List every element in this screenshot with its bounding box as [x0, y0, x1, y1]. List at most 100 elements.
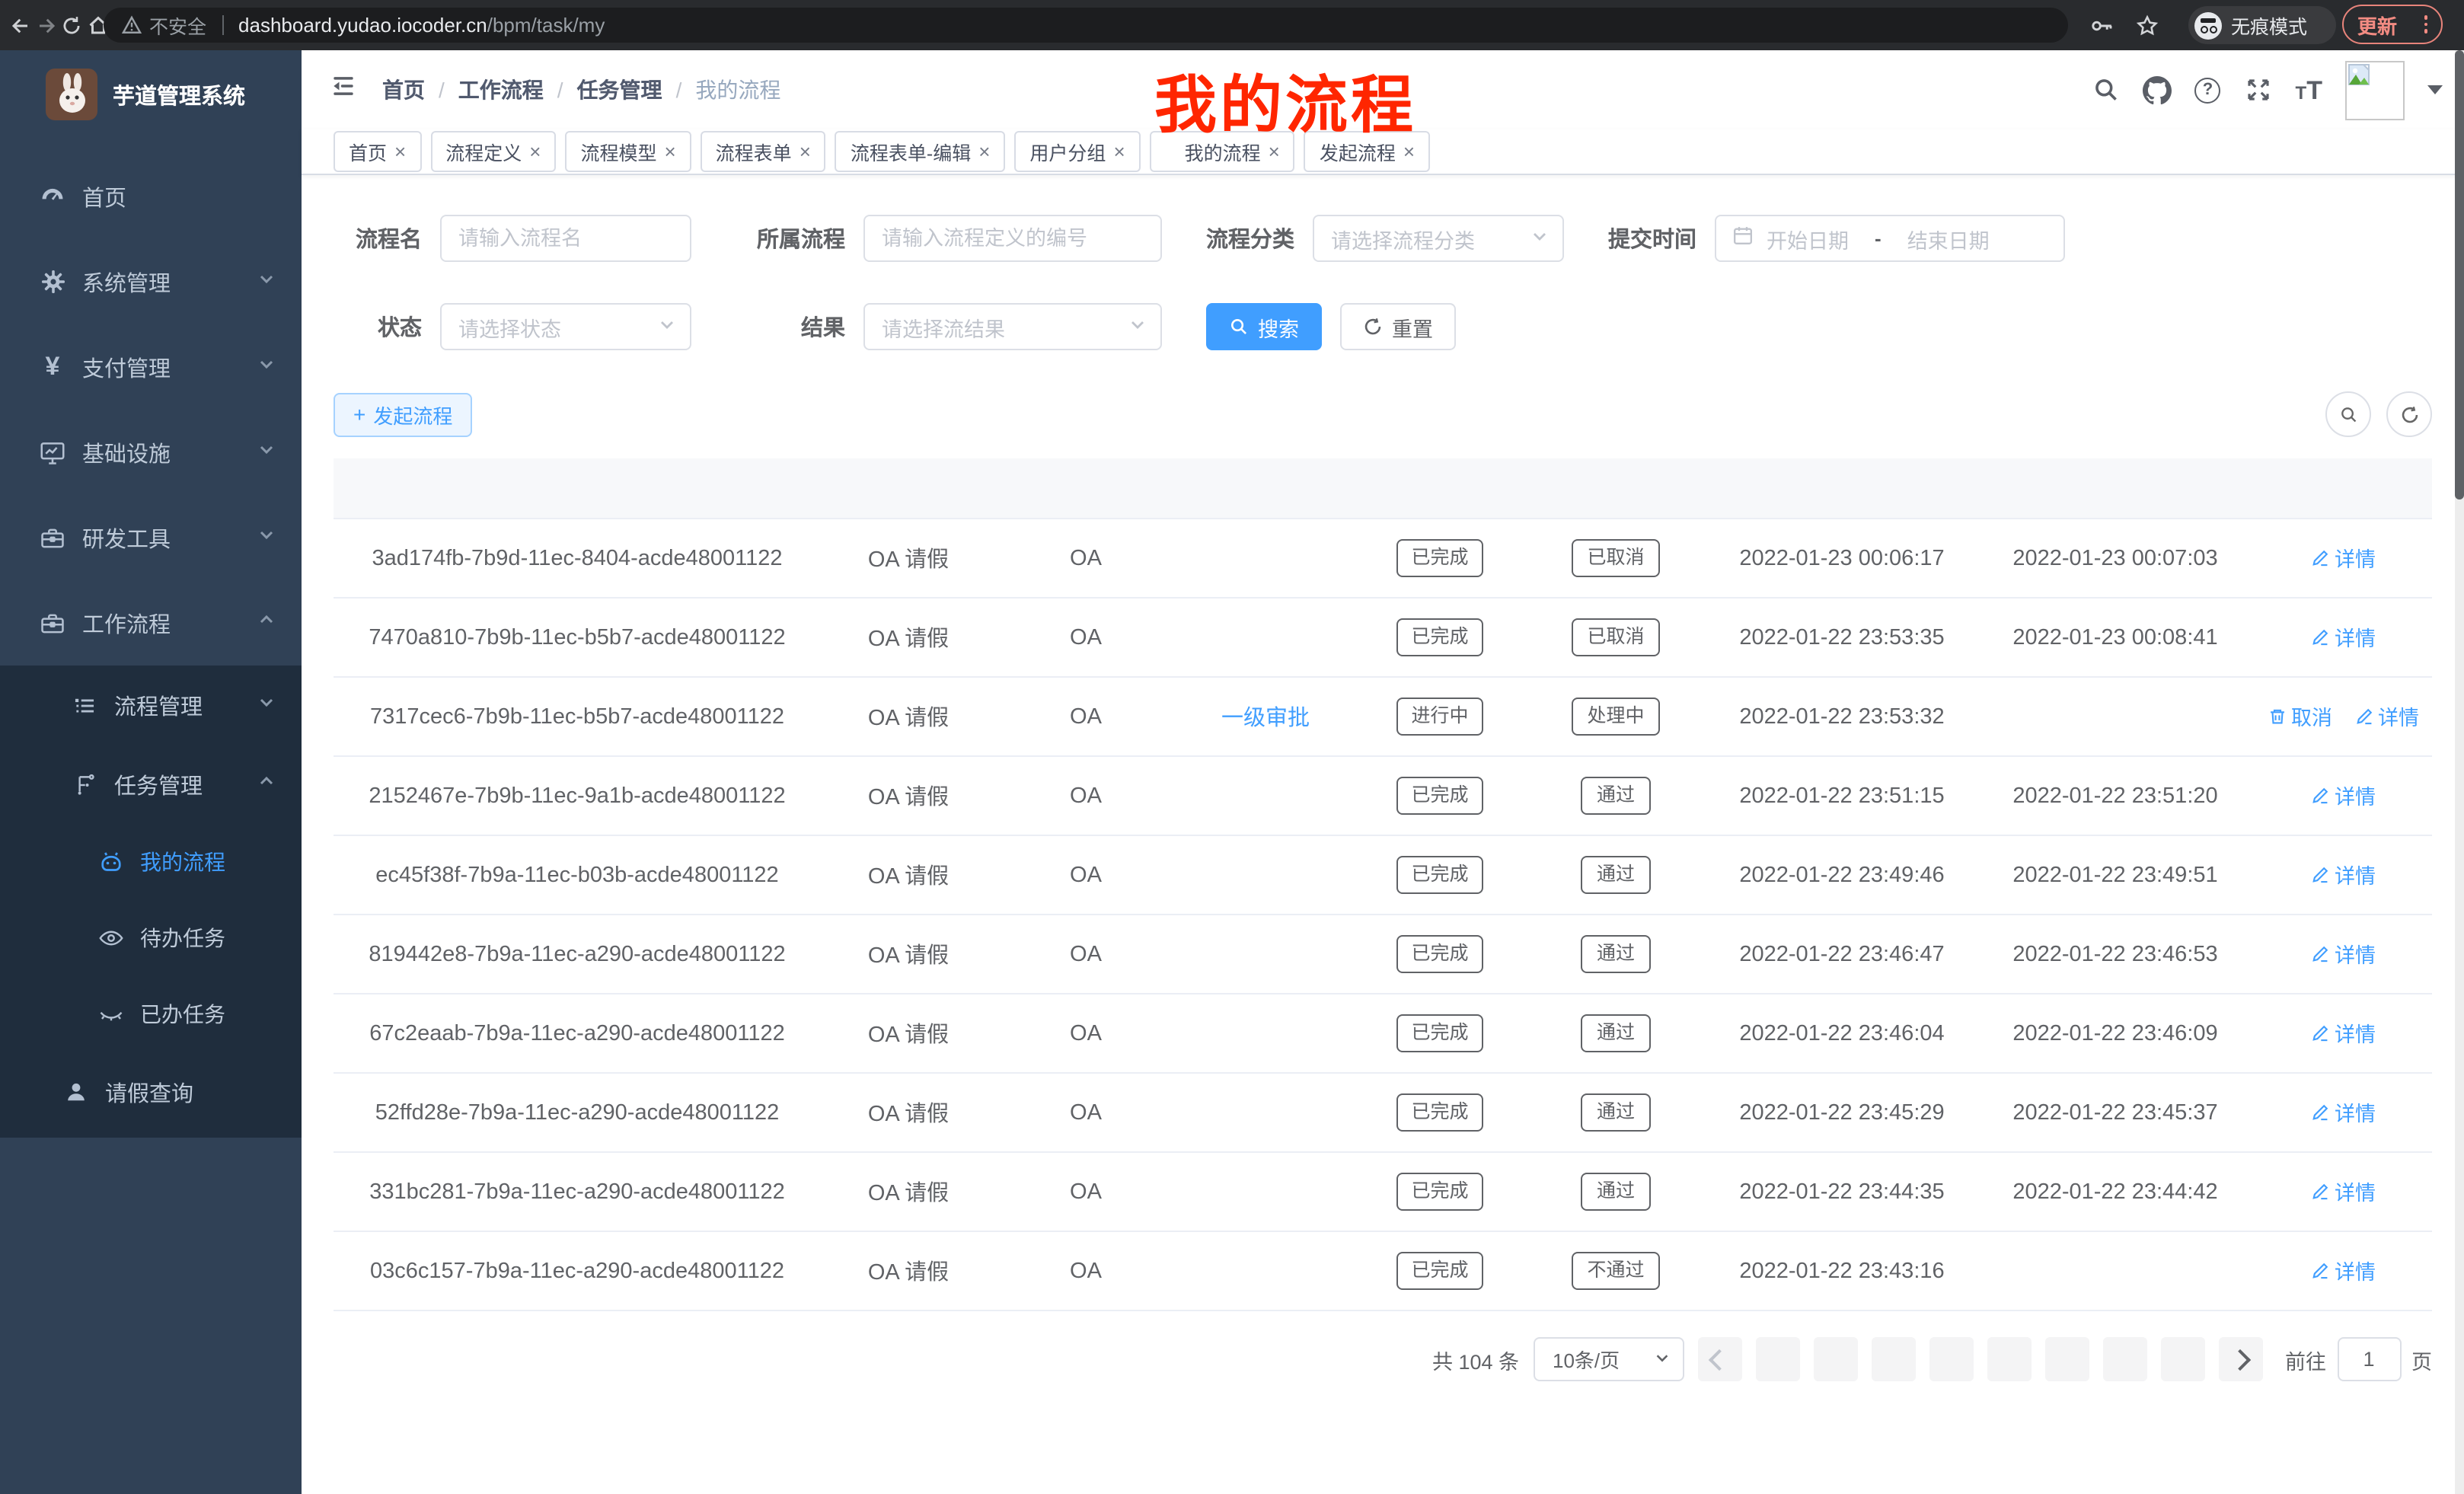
sidebar-item-workflow[interactable]: 工作流程 [0, 580, 302, 666]
tab[interactable]: 流程定义 × [430, 131, 557, 172]
next-page-button[interactable] [2218, 1337, 2262, 1381]
browser-reload-icon[interactable] [61, 14, 82, 36]
page-number-button[interactable] [1929, 1337, 1973, 1381]
edit-icon [2310, 944, 2330, 964]
browser-menu-icon[interactable] [2424, 15, 2427, 34]
toggle-search-button[interactable] [2325, 391, 2371, 437]
security-warning[interactable]: 不安全 [122, 11, 206, 40]
cell-process-name: OA 请假 [821, 598, 996, 678]
close-icon[interactable]: × [1268, 140, 1280, 163]
tab[interactable]: 发起流程 × [1304, 131, 1431, 172]
close-icon[interactable]: × [799, 140, 811, 163]
password-key-icon[interactable] [2089, 13, 2114, 37]
tab[interactable]: 流程表单-编辑 × [835, 131, 1006, 172]
tab[interactable]: 首页 × [334, 131, 422, 172]
row-action-link[interactable]: 详情 [2310, 1176, 2376, 1207]
font-size-icon[interactable]: TT [2295, 75, 2322, 104]
close-icon[interactable]: × [394, 140, 407, 163]
search-icon[interactable] [2092, 75, 2121, 104]
edit-icon [2310, 548, 2330, 568]
close-icon[interactable]: × [529, 140, 541, 163]
bookmark-star-icon[interactable] [2135, 13, 2159, 37]
close-icon[interactable]: × [1403, 140, 1416, 163]
result-badge: 不通过 [1572, 1252, 1660, 1290]
app-logo[interactable]: 芋道管理系统 [0, 50, 302, 139]
row-action-link[interactable]: 详情 [2310, 543, 2376, 573]
tab-active-dot [1164, 145, 1177, 158]
breadcrumb-task-management[interactable]: 任务管理 [576, 78, 662, 102]
column-header [1524, 458, 1707, 519]
process-definition-input[interactable] [863, 215, 1162, 262]
sidebar-item-process-management[interactable]: 流程管理 [0, 666, 302, 745]
tab[interactable]: 流程表单 × [700, 131, 826, 172]
help-icon[interactable]: ? [2194, 77, 2221, 103]
avatar-caret-icon[interactable] [2427, 85, 2443, 94]
avatar[interactable] [2345, 60, 2405, 120]
tab-label: 发起流程 [1319, 143, 1396, 164]
cell-process-name: OA 请假 [821, 835, 996, 915]
page-number-button[interactable] [2102, 1337, 2146, 1381]
row-action-link[interactable]: 详情 [2354, 701, 2419, 732]
row-action-link[interactable]: 详情 [2310, 1256, 2376, 1286]
tab[interactable]: 我的流程 × [1149, 131, 1295, 172]
goto-page-input[interactable] [2337, 1337, 2401, 1381]
tab[interactable]: 用户分组 × [1014, 131, 1141, 172]
row-action-link[interactable]: 详情 [2310, 1018, 2376, 1049]
prev-page-button[interactable] [1697, 1337, 1741, 1381]
browser-update-button[interactable]: 更新 [2342, 5, 2443, 44]
row-action-link[interactable]: 取消 [2267, 701, 2332, 732]
cell-category: OA [996, 1073, 1176, 1153]
page-number-button[interactable] [1813, 1337, 1857, 1381]
incognito-badge: 无痕模式 [2188, 6, 2336, 44]
sidebar-item-done-tasks[interactable]: 已办任务 [0, 976, 302, 1052]
row-action-link[interactable]: 详情 [2310, 939, 2376, 969]
date-range-picker[interactable]: 开始日期 - 结束日期 [1715, 215, 2065, 262]
sidebar-item-home[interactable]: 首页 [0, 154, 302, 239]
hamburger-icon[interactable] [329, 72, 358, 108]
sidebar-item-devtools[interactable]: 研发工具 [0, 495, 302, 580]
github-icon[interactable] [2143, 75, 2172, 104]
category-select[interactable]: 请选择流程分类 [1313, 215, 1564, 262]
breadcrumb-workflow[interactable]: 工作流程 [458, 78, 544, 102]
browser-forward-icon[interactable] [35, 14, 58, 37]
process-name-input[interactable] [440, 215, 691, 262]
sidebar-item-my-process[interactable]: 我的流程 [0, 824, 302, 900]
page-number-button[interactable] [1987, 1337, 2031, 1381]
column-header [1355, 458, 1524, 519]
close-icon[interactable]: × [664, 140, 676, 163]
sidebar-item-system[interactable]: 系统管理 [0, 239, 302, 324]
result-select[interactable]: 请选择流结果 [863, 303, 1162, 350]
page-size-select[interactable]: 10条/页 [1533, 1337, 1684, 1381]
sidebar-item-leave-query[interactable]: 请假查询 [0, 1052, 302, 1132]
status-select[interactable]: 请选择状态 [440, 303, 691, 350]
close-icon[interactable]: × [978, 140, 991, 163]
sidebar-item-task-management[interactable]: 任务管理 [0, 745, 302, 824]
sidebar-item-todo-tasks[interactable]: 待办任务 [0, 900, 302, 976]
row-action-link[interactable]: 详情 [2310, 1097, 2376, 1128]
sidebar-item-pay[interactable]: ¥ 支付管理 [0, 324, 302, 410]
breadcrumb-home[interactable]: 首页 [382, 78, 425, 102]
tab[interactable]: 流程模型 × [565, 131, 691, 172]
scrollbar[interactable] [2455, 50, 2464, 1494]
page-number-button[interactable] [2160, 1337, 2204, 1381]
current-task-link[interactable]: 一级审批 [1221, 707, 1310, 731]
column-header [1977, 458, 2254, 519]
url-bar[interactable]: 不安全 dashboard.yudao.iocoder.cn/bpm/task/… [104, 8, 2068, 43]
refresh-table-button[interactable] [2386, 391, 2432, 437]
sidebar-item-infra[interactable]: 基础设施 [0, 410, 302, 495]
close-icon[interactable]: × [1113, 140, 1125, 163]
browser-back-icon[interactable] [9, 14, 32, 37]
search-button[interactable]: 搜索 [1206, 303, 1322, 350]
row-action-link[interactable]: 详情 [2310, 860, 2376, 890]
scrollbar-thumb[interactable] [2455, 50, 2464, 500]
reset-button[interactable]: 重置 [1340, 303, 1456, 350]
page-number-button[interactable] [1755, 1337, 1799, 1381]
row-action-link[interactable]: 详情 [2310, 622, 2376, 653]
row-action-link[interactable]: 详情 [2310, 781, 2376, 811]
page-number-button[interactable] [1871, 1337, 1915, 1381]
create-process-button[interactable]: + 发起流程 [334, 392, 473, 436]
page-number-button[interactable] [2044, 1337, 2089, 1381]
cell-category: OA [996, 677, 1176, 757]
fullscreen-icon[interactable] [2244, 75, 2273, 104]
cell-submit-time: 2022-01-22 23:45:29 [1707, 1073, 1977, 1153]
